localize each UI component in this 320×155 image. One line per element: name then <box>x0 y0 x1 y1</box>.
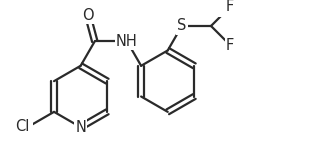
Text: S: S <box>177 18 187 33</box>
Text: N: N <box>75 120 86 135</box>
Text: F: F <box>226 0 234 14</box>
Text: NH: NH <box>116 34 138 49</box>
Text: Cl: Cl <box>15 119 29 134</box>
Text: F: F <box>226 38 234 53</box>
Text: O: O <box>82 8 93 23</box>
